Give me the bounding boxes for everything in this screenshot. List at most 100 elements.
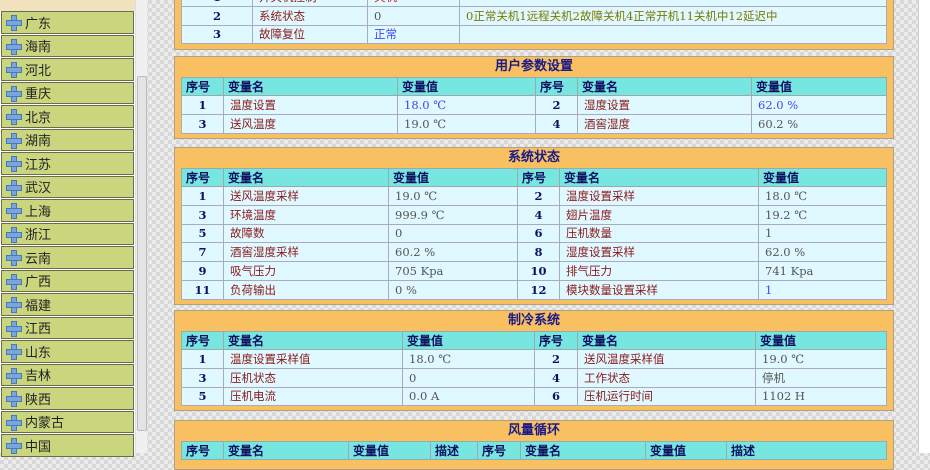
header-name: 变量名 bbox=[223, 168, 389, 187]
expand-plus-icon[interactable] bbox=[6, 203, 22, 220]
expand-plus-icon[interactable] bbox=[6, 273, 22, 290]
header-value: 变量值 bbox=[751, 77, 887, 96]
sidebar-item[interactable]: 海南 bbox=[1, 34, 134, 57]
header-value: 变量值 bbox=[758, 168, 887, 187]
sidebar-item[interactable]: 河北 bbox=[1, 58, 134, 81]
cell-no: 6 bbox=[534, 386, 578, 407]
cell-value: 18.0 ℃ bbox=[758, 186, 887, 206]
sidebar-item[interactable]: 江西 bbox=[1, 316, 134, 339]
cell-no: 12 bbox=[517, 279, 560, 300]
header-name: 变量名 bbox=[520, 441, 646, 460]
cell-name: 温度设置 bbox=[223, 95, 398, 115]
sidebar-item[interactable]: 广东 bbox=[1, 11, 134, 34]
cell-no: 3 bbox=[181, 113, 224, 134]
cell-name: 温度设置采样 bbox=[559, 186, 759, 206]
table-row: 3 环境温度 999.9 ℃ 4 翅片温度 19.2 ℃ bbox=[181, 204, 887, 225]
header-name: 变量名 bbox=[577, 77, 752, 96]
header-value: 变量值 bbox=[755, 331, 887, 350]
cell-name: 湿度设置采样 bbox=[559, 242, 759, 263]
sidebar-item[interactable]: 陕西 bbox=[1, 387, 134, 410]
cell-no: 10 bbox=[517, 261, 560, 281]
sidebar-item[interactable]: 山东 bbox=[1, 340, 134, 363]
cell-value: 0 % bbox=[388, 279, 518, 300]
sidebar-item[interactable]: 吉林 bbox=[1, 363, 134, 386]
sidebar-item-label: 云南 bbox=[25, 251, 52, 267]
system-status-panel: 系统状态 序号 变量名 变量值 序号 变量名 变量值 1 送风温度采样 19.0 ℃ 2 温度设置采… bbox=[174, 147, 894, 305]
expand-plus-icon[interactable] bbox=[6, 320, 22, 337]
sidebar-item[interactable]: 武汉 bbox=[1, 175, 134, 198]
header-value: 变量值 bbox=[402, 331, 535, 350]
cell-value: 60.2 % bbox=[388, 242, 518, 263]
region-list: 广东海南河北 重庆 北京 湖南 江苏武汉上海 浙江云南广西福建江西 山东 吉林 陕西 内蒙古 中国 bbox=[0, 11, 135, 457]
sidebar-item[interactable]: 湖南 bbox=[1, 128, 134, 151]
cell-value: 0 bbox=[388, 223, 518, 244]
header-no: 序号 bbox=[517, 168, 560, 187]
expand-plus-icon[interactable] bbox=[6, 85, 22, 102]
sidebar-item[interactable]: 重庆 bbox=[1, 81, 134, 104]
table-row: 7 酒窖湿度采样 60.2 % 8 湿度设置采样 62.0 % bbox=[181, 242, 887, 263]
expand-plus-icon[interactable] bbox=[6, 391, 22, 408]
cell-value: 60.2 % bbox=[751, 113, 887, 134]
airflow-panel: 风量循环 序号 变量名 变量值 描述 序号 变量名 变量值 描述 bbox=[174, 420, 894, 470]
expand-plus-icon[interactable] bbox=[6, 414, 22, 431]
table-row: 1 送风温度采样 19.0 ℃ 2 温度设置采样 18.0 ℃ bbox=[181, 186, 887, 206]
cell-value[interactable]: 18.0 ℃ bbox=[397, 95, 536, 115]
expand-plus-icon[interactable] bbox=[6, 367, 22, 384]
cell-value[interactable]: 1 bbox=[758, 279, 887, 300]
expand-plus-icon[interactable] bbox=[6, 132, 22, 149]
airflow-table: 序号 变量名 变量值 描述 序号 变量名 变量值 描述 bbox=[181, 441, 887, 460]
cell-value[interactable]: 0 bbox=[367, 5, 460, 26]
sidebar-item[interactable]: 内蒙古 bbox=[1, 410, 134, 433]
cell-no: 5 bbox=[181, 223, 224, 244]
header-no: 序号 bbox=[477, 441, 521, 460]
cell-no: 8 bbox=[517, 242, 560, 263]
sidebar-item[interactable]: 云南 bbox=[1, 246, 134, 269]
page-scrollbar[interactable] bbox=[918, 0, 930, 453]
expand-plus-icon[interactable] bbox=[6, 226, 22, 243]
expand-plus-icon[interactable] bbox=[6, 15, 22, 32]
table-row: 2 系统状态 0 0正常关机1远程关机2故障关机4正常开机11关机中12延迟中 bbox=[181, 5, 887, 26]
cell-no: 2 bbox=[534, 349, 578, 369]
table-row: 5 压机电流 0.0 A 6 压机运行时间 1102 H bbox=[181, 386, 887, 407]
sidebar-item-label: 广西 bbox=[25, 275, 52, 291]
sidebar-item[interactable]: 浙江 bbox=[1, 222, 134, 245]
cell-value: 999.9 ℃ bbox=[388, 204, 518, 225]
sidebar-item[interactable]: 江苏 bbox=[1, 152, 134, 175]
system-status-table: 序号 变量名 变量值 序号 变量名 变量值 1 送风温度采样 19.0 ℃ 2 温度设置采样 18.0… bbox=[181, 168, 887, 300]
sidebar-item-label: 海南 bbox=[25, 40, 52, 56]
cell-no: 6 bbox=[517, 223, 560, 244]
sidebar-item[interactable]: 广西 bbox=[1, 269, 134, 292]
cell-value: 1 bbox=[758, 223, 887, 244]
expand-plus-icon[interactable] bbox=[6, 344, 22, 361]
sidebar-item[interactable]: 北京 bbox=[1, 105, 134, 128]
expand-plus-icon[interactable] bbox=[6, 438, 22, 455]
table-row: 1 温度设置 18.0 ℃ 2 湿度设置 62.0 % bbox=[181, 95, 887, 115]
cell-name: 环境温度 bbox=[223, 204, 389, 225]
cell-name: 系统状态 bbox=[252, 5, 368, 26]
cell-value[interactable]: 正常 bbox=[367, 24, 460, 45]
expand-plus-icon[interactable] bbox=[6, 62, 22, 79]
panel-title: 风量循环 bbox=[507, 423, 560, 438]
sidebar-item-label: 武汉 bbox=[25, 181, 52, 197]
sidebar-item[interactable]: 上海 bbox=[1, 199, 134, 222]
sidebar-item-label: 广东 bbox=[25, 16, 52, 32]
cell-value[interactable]: 62.0 % bbox=[751, 95, 887, 115]
header-no: 序号 bbox=[535, 77, 578, 96]
scrollbar-thumb[interactable] bbox=[137, 76, 147, 431]
expand-plus-icon[interactable] bbox=[6, 38, 22, 55]
cell-no: 1 bbox=[181, 95, 224, 115]
cell-no: 4 bbox=[534, 367, 578, 388]
cell-desc bbox=[459, 24, 887, 45]
expand-plus-icon[interactable] bbox=[6, 297, 22, 314]
sidebar-item[interactable]: 福建 bbox=[1, 293, 134, 316]
sidebar-item[interactable]: 中国 bbox=[1, 434, 134, 457]
expand-plus-icon[interactable] bbox=[6, 250, 22, 267]
sidebar-scrollbar[interactable] bbox=[135, 0, 147, 453]
expand-plus-icon[interactable] bbox=[6, 156, 22, 173]
cell-no: 4 bbox=[517, 204, 560, 225]
expand-plus-icon[interactable] bbox=[6, 179, 22, 196]
expand-plus-icon[interactable] bbox=[6, 109, 22, 126]
sidebar-item-label: 福建 bbox=[25, 298, 52, 314]
header-desc: 描述 bbox=[726, 441, 887, 460]
table-row: 3 故障复位 正常 bbox=[181, 24, 887, 45]
